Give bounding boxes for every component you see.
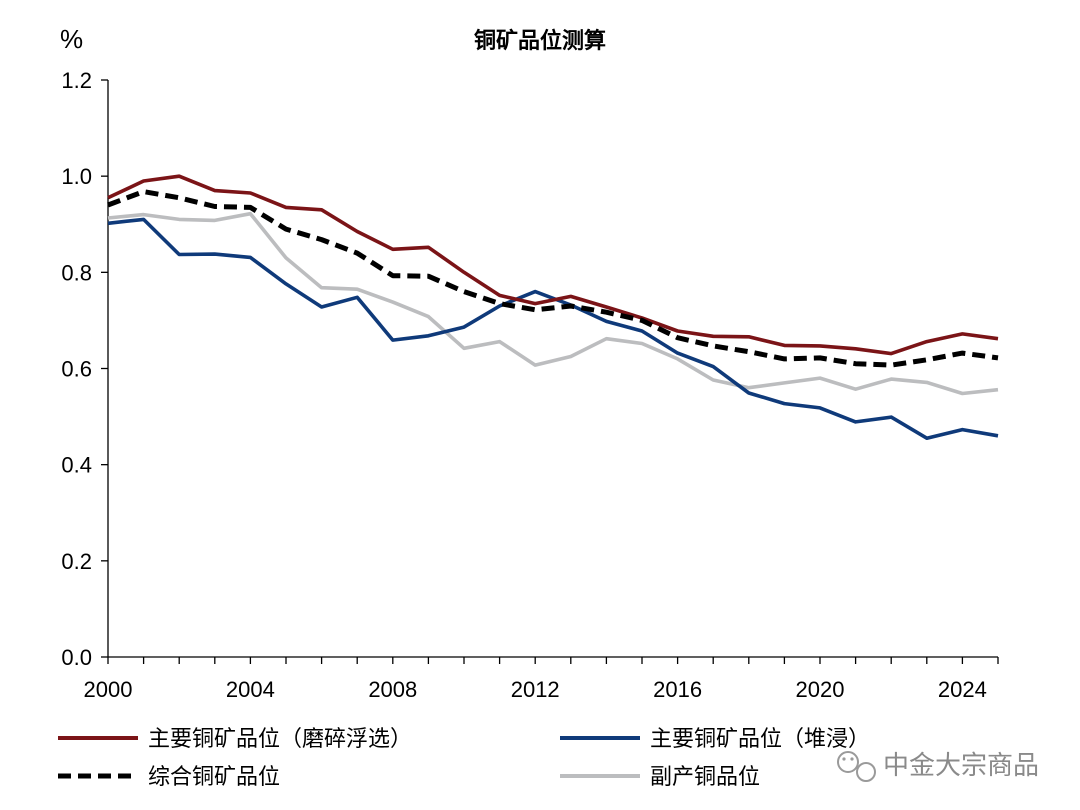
y-tick-label: 0.2 [61,549,92,574]
legend-item: 主要铜矿品位（磨碎浮选） [58,727,412,752]
legend-label: 综合铜矿品位 [148,765,280,790]
series-line-2 [107,217,999,441]
x-tick-label: 2000 [84,677,133,702]
y-tick-label: 0.4 [61,453,92,478]
plot-area [107,174,999,441]
legend-label: 主要铜矿品位（磨碎浮选） [148,727,412,752]
chart-title: 铜矿品位测算 [474,28,606,54]
x-tick-label: 2016 [653,677,702,702]
wechat-icon [837,751,876,782]
legend: 主要铜矿品位（磨碎浮选） 主要铜矿品位（堆浸） 综合铜矿品位 副产铜品位 [58,727,870,790]
legend-label: 副产铜品位 [650,765,760,790]
x-tick-label: 2024 [938,677,987,702]
y-axis-unit: % [60,24,83,54]
y-tick-label: 1.0 [61,164,92,189]
legend-item: 综合铜矿品位 [58,765,280,790]
legend-item: 副产铜品位 [560,765,760,790]
watermark: 中金大宗商品 [837,751,1039,782]
series-line-3 [107,189,999,368]
y-tick-label: 0.0 [61,645,92,670]
y-tick-label: 1.2 [61,68,92,93]
series-line-1 [107,174,999,356]
axes: 0.0 0.2 0.4 0.6 0.8 1.0 1.2 2000 2004 2008 2012 201… [61,68,999,702]
x-tick-label: 2012 [511,677,560,702]
x-tick-label: 2004 [226,677,275,702]
series-line-4 [107,211,999,396]
x-tick-label: 2020 [796,677,845,702]
watermark-text: 中金大宗商品 [883,751,1039,781]
x-tick-label: 2008 [368,677,417,702]
y-tick-label: 0.8 [61,260,92,285]
legend-label: 主要铜矿品位（堆浸） [650,727,870,752]
legend-item: 主要铜矿品位（堆浸） [560,727,870,752]
y-tick-label: 0.6 [61,357,92,382]
